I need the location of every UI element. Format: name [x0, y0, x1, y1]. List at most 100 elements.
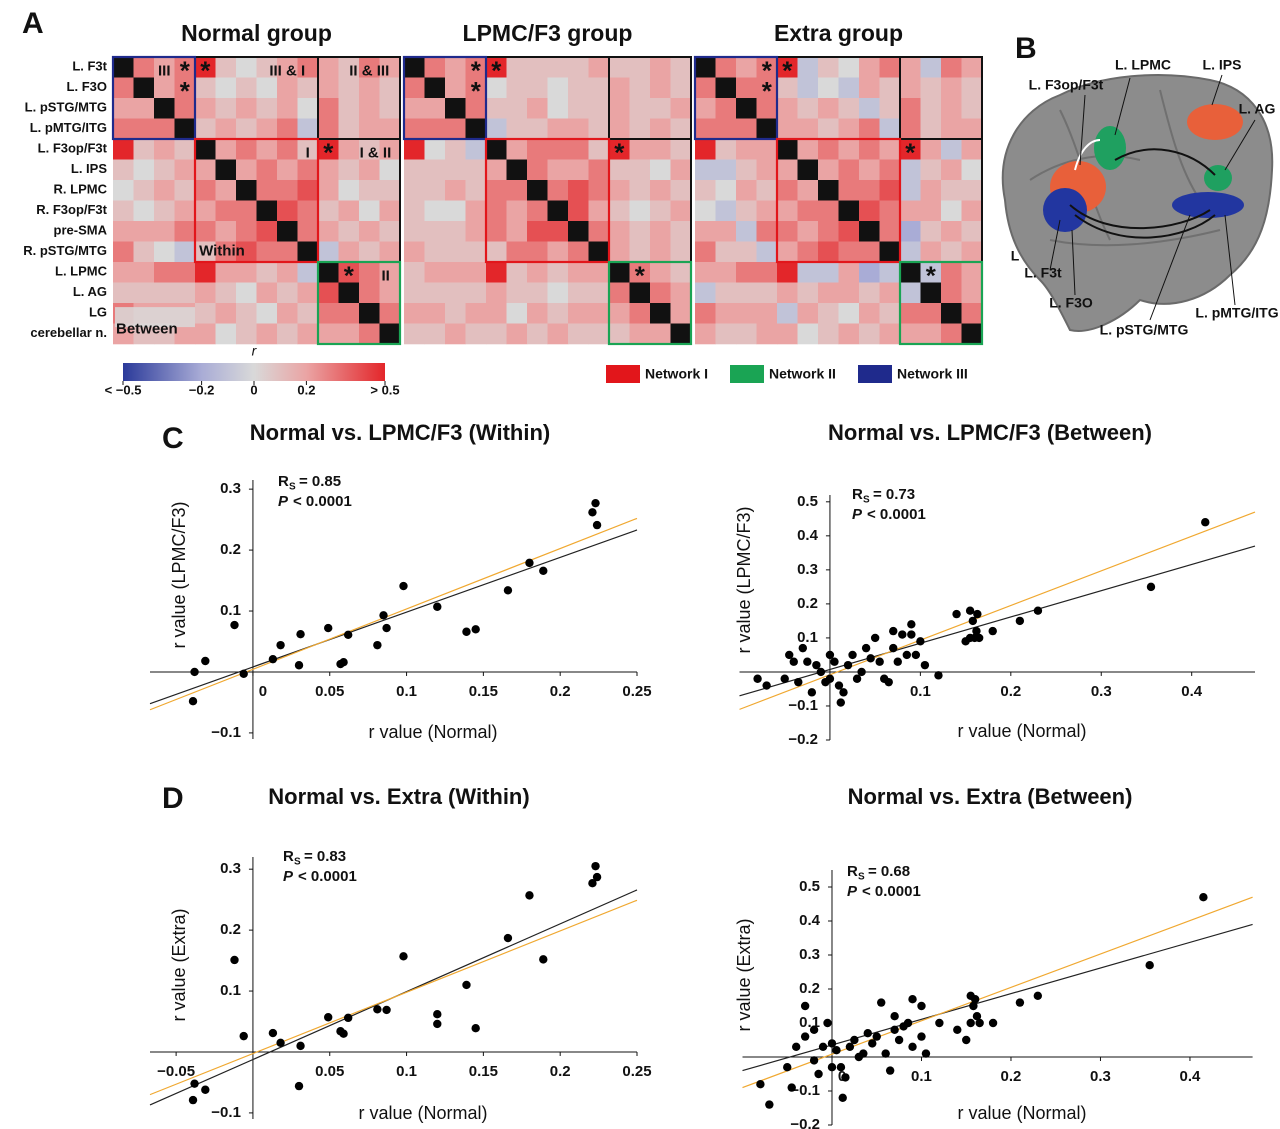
heatmap-cell — [961, 118, 983, 140]
diagonal-cell — [277, 221, 298, 242]
heatmap-cell — [424, 221, 446, 242]
scatter-point — [917, 1001, 926, 1011]
heatmap-cell — [527, 303, 548, 324]
heatmap-cell — [588, 221, 610, 242]
diagonal-cell — [670, 323, 692, 345]
label-background — [115, 307, 195, 328]
heatmap-cell — [256, 282, 278, 304]
heatmap-cell — [338, 323, 360, 345]
heatmap-cell — [297, 262, 319, 283]
heatmap-cell — [465, 282, 487, 304]
stat-subscript: S — [289, 482, 296, 493]
heatmap-cell — [256, 159, 278, 181]
scatter-point — [276, 1038, 285, 1048]
heatmap-cell — [920, 221, 942, 242]
heatmap-cell — [941, 323, 962, 345]
heatmap-cell — [379, 118, 401, 140]
heatmap-cell — [629, 323, 651, 345]
heatmap-cell — [465, 57, 487, 78]
heatmap-cell — [736, 118, 757, 140]
stat-value: = 0.83 — [304, 848, 346, 865]
heatmap-cell — [650, 200, 671, 222]
heatmap-cell — [777, 118, 798, 140]
heatmap-cell — [527, 200, 548, 222]
diagonal-cell — [318, 262, 339, 283]
brain-label: L. F3op/F3t — [1029, 77, 1104, 93]
heatmap-cell — [297, 139, 319, 160]
heatmap-cell — [404, 200, 425, 222]
stat-value: = 0.85 — [299, 473, 341, 490]
heatmap-cell — [195, 200, 216, 222]
significance-star: * — [180, 76, 191, 106]
diagonal-cell — [900, 262, 921, 283]
scatter-point — [889, 626, 898, 636]
diagonal-cell — [838, 200, 860, 222]
heatmap-cell — [236, 200, 257, 222]
scatter-point — [379, 611, 388, 620]
x-tick-label: −0.05 — [157, 1063, 195, 1080]
colorbar-label: > 0.5 — [370, 382, 399, 397]
heatmap-cell — [941, 200, 962, 222]
heatmap-cell — [379, 282, 401, 304]
colorbar — [123, 363, 385, 381]
heatmap-cell — [318, 241, 339, 263]
heatmap-cell — [318, 282, 339, 304]
heatmap-cell — [547, 323, 569, 345]
diagonal-cell — [154, 98, 175, 119]
heatmap-cell — [859, 98, 880, 119]
heatmap-cell — [818, 241, 839, 263]
heatmap-cell — [920, 139, 942, 160]
heatmap-cell — [506, 118, 528, 140]
heatmap-cell — [859, 77, 880, 99]
y-tick-label: −0.2 — [790, 1116, 820, 1129]
diagonal-cell — [486, 139, 507, 160]
y-tick-label: −0.1 — [788, 697, 818, 714]
heatmap-cell — [154, 57, 175, 78]
significance-star: * — [491, 55, 502, 85]
scatter-point — [809, 1056, 819, 1065]
heatmap-cell — [359, 118, 380, 140]
scatter-point — [433, 1019, 442, 1029]
diagonal-cell — [465, 118, 487, 140]
heatmap-cell — [547, 77, 569, 99]
heatmap-cell — [133, 282, 155, 304]
block-border — [775, 137, 902, 264]
heatmap-cell — [133, 200, 155, 222]
heatmap-cell — [695, 323, 716, 345]
scatter-point — [239, 1031, 248, 1041]
row-label: L. F3op/F3t — [38, 141, 108, 156]
significance-star: * — [471, 55, 482, 85]
heatmap-cell — [818, 303, 839, 324]
heatmap-cell — [506, 200, 528, 222]
scatter-point — [894, 1035, 904, 1045]
fit-line — [149, 517, 638, 711]
scatter-point — [591, 498, 600, 508]
heatmap-cell — [154, 77, 175, 99]
legend-swatch — [606, 365, 640, 383]
heatmap-cell — [797, 57, 819, 78]
scatter-point — [296, 1041, 305, 1051]
heatmap-cell — [650, 159, 671, 181]
y-tick-label: 0.1 — [797, 629, 818, 646]
heatmap-cell — [547, 139, 569, 160]
heatmap-cell — [404, 180, 425, 201]
heatmap-cell — [797, 262, 819, 283]
scatter-point — [382, 623, 391, 633]
diagonal-cell — [404, 57, 425, 78]
heatmap-cell — [609, 139, 630, 160]
panel-label: A — [22, 7, 44, 40]
heatmap-cell — [277, 118, 298, 140]
scatter-point — [324, 623, 333, 633]
heatmap-cell — [297, 77, 319, 99]
heatmap-cell — [670, 139, 692, 160]
significance-star: * — [471, 76, 482, 106]
heatmap-cell — [715, 221, 737, 242]
heatmap-cell — [838, 57, 860, 78]
heatmap-cell — [838, 77, 860, 99]
diagonal-cell — [195, 139, 216, 160]
heatmap-cell — [318, 303, 339, 324]
x-tick-label: 0.1 — [396, 683, 417, 700]
heatmap-cell — [527, 241, 548, 263]
heatmap-cell — [465, 77, 487, 99]
stat-symbol: R — [847, 863, 858, 880]
